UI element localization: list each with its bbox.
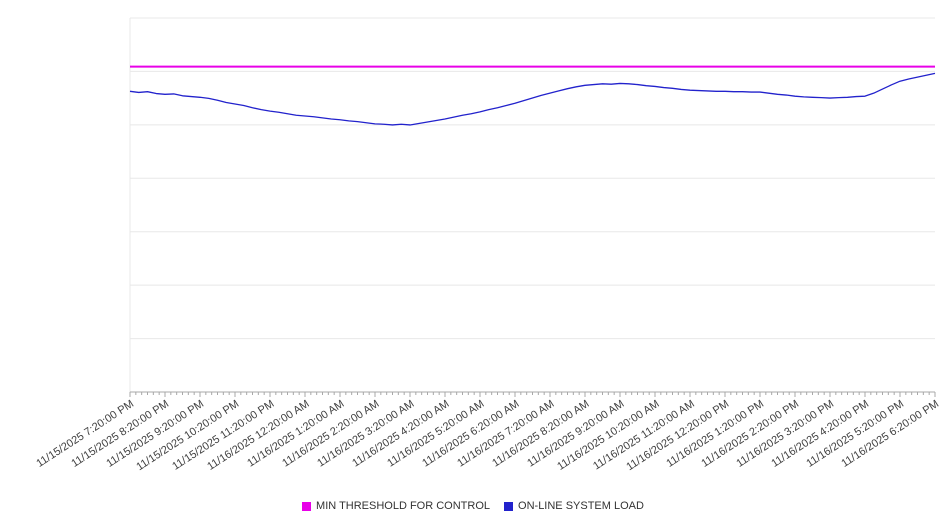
chart-legend: MIN THRESHOLD FOR CONTROL ON-LINE SYSTEM… [0, 497, 946, 515]
legend-item-system-load[interactable]: ON-LINE SYSTEM LOAD [504, 500, 644, 512]
legend-swatch-min-threshold-icon [302, 501, 312, 511]
legend-swatch-system-load-icon [504, 501, 514, 511]
legend-label-min-threshold: MIN THRESHOLD FOR CONTROL [316, 500, 491, 512]
legend-label-system-load: ON-LINE SYSTEM LOAD [518, 500, 644, 512]
legend-item-min-threshold[interactable]: MIN THRESHOLD FOR CONTROL [302, 500, 490, 512]
